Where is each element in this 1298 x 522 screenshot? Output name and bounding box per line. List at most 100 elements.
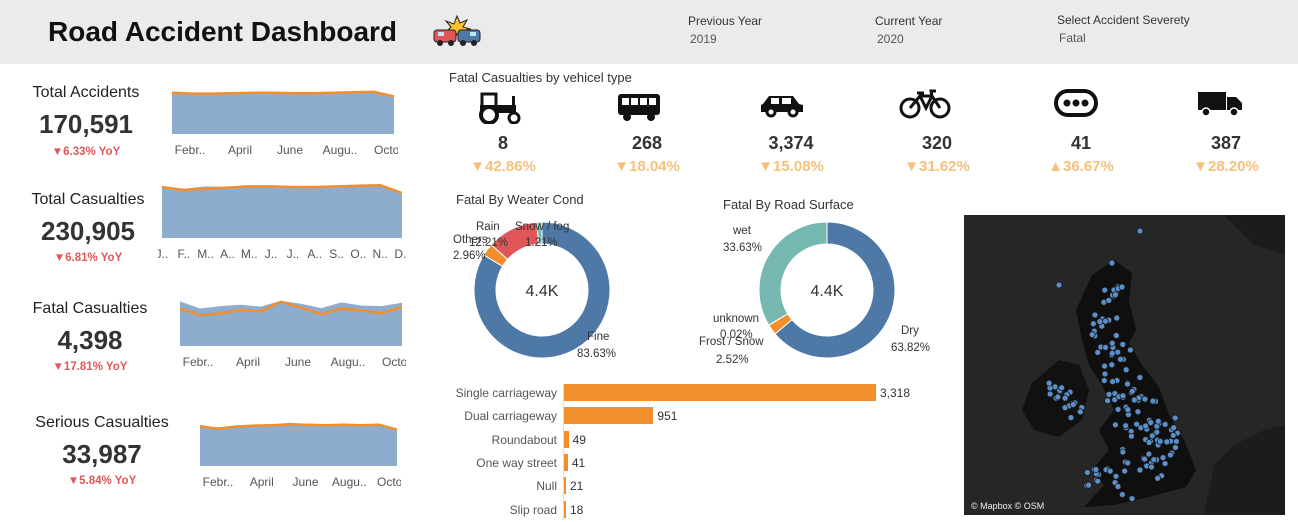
map-accident-point[interactable] [1105, 390, 1113, 398]
donut-slice-dry[interactable] [774, 222, 895, 358]
bar-single-carriageway[interactable] [564, 384, 876, 401]
map-accident-point[interactable] [1088, 331, 1096, 338]
map-accident-point[interactable] [1134, 408, 1142, 416]
map-accident-point[interactable] [1114, 348, 1122, 356]
map-accident-point[interactable] [1112, 291, 1119, 299]
donut-slice-fine[interactable] [474, 222, 610, 358]
map-accident-point[interactable] [1148, 463, 1155, 471]
map-accident-point[interactable] [1130, 396, 1138, 404]
map-accident-point[interactable] [1092, 466, 1100, 473]
map-accident-point[interactable] [1061, 404, 1069, 412]
map-accident-point[interactable] [1170, 424, 1178, 432]
map-accident-point[interactable] [1089, 320, 1097, 328]
map-accident-point[interactable] [1161, 420, 1169, 428]
map-accident-point[interactable] [1085, 481, 1092, 489]
map-accident-point[interactable] [1067, 414, 1075, 422]
map-accident-point[interactable] [1128, 432, 1135, 440]
map-accident-point[interactable] [1076, 408, 1084, 416]
donut-slice-snow-fog[interactable] [536, 222, 543, 245]
map-accident-point[interactable] [1106, 467, 1114, 475]
map-accident-point[interactable] [1112, 332, 1120, 339]
map-accident-point[interactable] [1126, 346, 1134, 354]
map-accident-point[interactable] [1061, 394, 1069, 402]
map-accident-point[interactable] [1148, 432, 1156, 440]
map-accident-point[interactable] [1101, 286, 1109, 294]
map-accident-point[interactable] [1124, 406, 1132, 414]
bar-roundabout[interactable] [564, 430, 569, 448]
map-accident-point[interactable] [1055, 281, 1063, 289]
map-accident-point[interactable] [1150, 456, 1158, 463]
map-accident-point[interactable] [1124, 380, 1131, 388]
map-accident-point[interactable] [1108, 259, 1116, 267]
map-accident-point[interactable] [1124, 459, 1132, 467]
map-accident-point[interactable] [1091, 311, 1099, 319]
map-accident-point[interactable] [1156, 438, 1164, 445]
map-accident-point[interactable] [1109, 378, 1117, 385]
map-accident-point[interactable] [1112, 421, 1119, 429]
map-accident-point[interactable] [1136, 227, 1144, 235]
map-accident-point[interactable] [1149, 397, 1157, 405]
map-accident-point[interactable] [1161, 460, 1169, 467]
map-accident-point[interactable] [1114, 483, 1122, 490]
map-accident-point[interactable] [1141, 395, 1149, 403]
map-accident-point[interactable] [1159, 454, 1167, 462]
map-accident-point[interactable] [1100, 377, 1108, 384]
map-accident-point[interactable] [1112, 472, 1120, 480]
map-accident-point[interactable] [1171, 414, 1179, 422]
map-accident-point[interactable] [1169, 431, 1177, 439]
map-accident-point[interactable] [1108, 339, 1116, 347]
map-accident-point[interactable] [1096, 318, 1104, 326]
map-accident-point[interactable] [1128, 495, 1136, 502]
map-accident-point[interactable] [1122, 366, 1130, 374]
map-accident-point[interactable] [1118, 283, 1126, 291]
map-accident-point[interactable] [1101, 362, 1108, 370]
map-accident-point[interactable] [1101, 370, 1109, 378]
map-accident-point[interactable] [1154, 474, 1162, 482]
map-accident-point[interactable] [1147, 419, 1155, 426]
map-accident-point[interactable] [1119, 448, 1127, 456]
map-accident-point[interactable] [1172, 438, 1180, 445]
map-accident-point[interactable] [1108, 361, 1116, 369]
filter-previous-year-value[interactable]: 2019 [690, 32, 717, 46]
map-accident-point[interactable] [1117, 355, 1124, 363]
map-accident-point[interactable] [1094, 477, 1102, 485]
bar-dual-carriageway[interactable] [564, 407, 654, 425]
map-accident-point[interactable] [1046, 390, 1054, 398]
map-accident-point[interactable] [1141, 455, 1149, 463]
map-accident-point[interactable] [1118, 491, 1126, 498]
map-accident-point[interactable] [1114, 406, 1122, 413]
filter-current-year-value[interactable]: 2020 [877, 32, 904, 46]
map-accident-point[interactable] [1119, 340, 1127, 348]
map-accident-point[interactable] [1136, 374, 1144, 381]
map-accident-point[interactable] [1145, 450, 1153, 458]
map-accident-point[interactable] [1145, 439, 1153, 446]
map-accident-point[interactable] [1045, 379, 1053, 387]
map-accident-point[interactable] [1104, 397, 1111, 405]
map-accident-point[interactable] [1154, 417, 1162, 425]
map-accident-point[interactable] [1069, 401, 1077, 408]
map-accident-point[interactable] [1133, 420, 1141, 428]
donut-slice-wet[interactable] [759, 222, 828, 326]
map-accident-point[interactable] [1119, 392, 1127, 400]
map-accident-point[interactable] [1094, 349, 1102, 356]
map-accident-point[interactable] [1163, 438, 1171, 446]
map-accident-point[interactable] [1167, 451, 1174, 459]
map-accident-point[interactable] [1058, 384, 1066, 392]
map-accident-point[interactable] [1083, 469, 1091, 476]
map-accident-point[interactable] [1142, 422, 1150, 430]
map-accident-point[interactable] [1105, 297, 1113, 304]
map-accident-point[interactable] [1121, 467, 1129, 475]
map-accident-point[interactable] [1102, 344, 1109, 351]
map-accident-point[interactable] [1113, 314, 1121, 322]
bar-slip-road[interactable] [564, 500, 566, 518]
uk-accident-map[interactable] [964, 215, 1285, 515]
map-accident-point[interactable] [1108, 349, 1116, 357]
map-accident-point[interactable] [1172, 444, 1179, 451]
map-accident-point[interactable] [1153, 428, 1161, 436]
map-accident-point[interactable] [1128, 387, 1136, 395]
filter-severity-value[interactable]: Fatal [1059, 31, 1086, 45]
map-accident-point[interactable] [1122, 422, 1130, 430]
bar-one-way-street[interactable] [564, 453, 568, 471]
map-accident-point[interactable] [1136, 466, 1144, 474]
bar-null[interactable] [564, 477, 566, 495]
